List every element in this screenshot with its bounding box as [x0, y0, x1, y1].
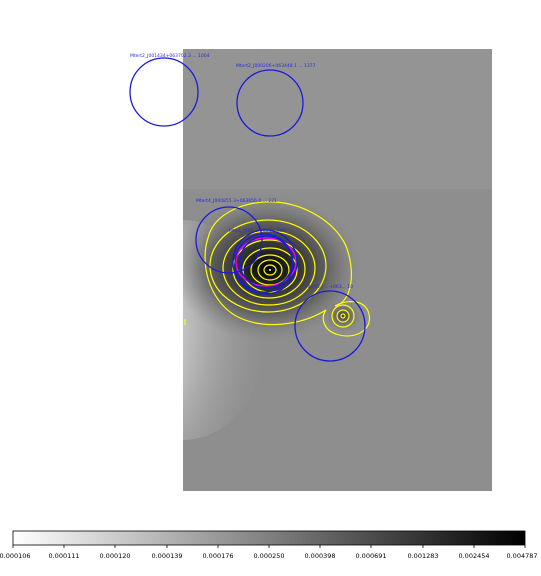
colorbar-tick-label: 0.000691 — [355, 552, 386, 560]
colorbar-tick-label: 0.000106 — [0, 552, 31, 560]
colorbar-tick-label: 0.000250 — [253, 552, 284, 560]
core-markers — [235, 237, 297, 287]
region-circle-2 — [236, 69, 304, 137]
colorbar-tick-label: 0.000139 — [151, 552, 182, 560]
colorbar-tick-label: 0.000398 — [304, 552, 335, 560]
region-circle-4c — [239, 235, 293, 289]
contour-2 — [209, 219, 327, 313]
colorbar: 0.000106 0.000111 0.000120 0.000139 0.00… — [0, 530, 538, 560]
main-source-glow — [183, 193, 363, 343]
contour-7 — [257, 259, 283, 281]
region-labels: Mtert2_J001434+063702.3 ... 1004 Mtert2_… — [130, 53, 353, 290]
colorbar-tick-label: 0.004787 — [506, 552, 537, 560]
colorbar-tick-label: 0.000120 — [99, 552, 130, 560]
region-label-3: Mtert4_J000855.3+063656.0 ... 221 — [196, 198, 277, 204]
colorbar-tick-label: 0.001283 — [407, 552, 438, 560]
contour-4 — [232, 239, 306, 299]
colorbar-tick-label: 0.002454 — [458, 552, 489, 560]
region-circle-5 — [294, 290, 366, 362]
core-ring — [235, 237, 297, 287]
sky-upper-tone — [183, 49, 492, 189]
contour-3 — [222, 230, 316, 306]
colorbar-ticks — [12, 545, 526, 548]
colorbar-tick-label: 0.000111 — [48, 552, 79, 560]
colorbar-gradient — [12, 530, 526, 546]
region-circle-4a — [232, 229, 298, 295]
region-label-2: Mtert2_J000206+063448.1 ... 1377 — [236, 63, 316, 69]
sky-field — [183, 49, 492, 491]
region-circle-4b — [234, 233, 294, 293]
core-center — [269, 269, 271, 271]
region-circle-3 — [195, 206, 263, 274]
contour-8 — [263, 264, 277, 276]
contour-6 — [250, 254, 290, 286]
contour-second-3 — [340, 313, 346, 319]
colorbar-tick-labels: 0.000106 0.000111 0.000120 0.000139 0.00… — [0, 552, 538, 560]
regions — [129, 57, 366, 362]
colorbar-tick-label: 0.000176 — [202, 552, 233, 560]
region-label-5: Mtert5_J... +063... 10 — [305, 284, 353, 290]
region-label-1: Mtert2_J001434+063702.3 ... 1004 — [130, 53, 210, 59]
contours — [184, 201, 370, 337]
region-label-4: Mtert_J001... +063... 090 — [229, 228, 286, 234]
contour-outer — [204, 201, 370, 337]
region-circle-1 — [129, 57, 199, 127]
contour-second-1 — [331, 304, 355, 328]
secondary-source-glow — [323, 298, 363, 334]
contour-second-2 — [336, 309, 350, 323]
